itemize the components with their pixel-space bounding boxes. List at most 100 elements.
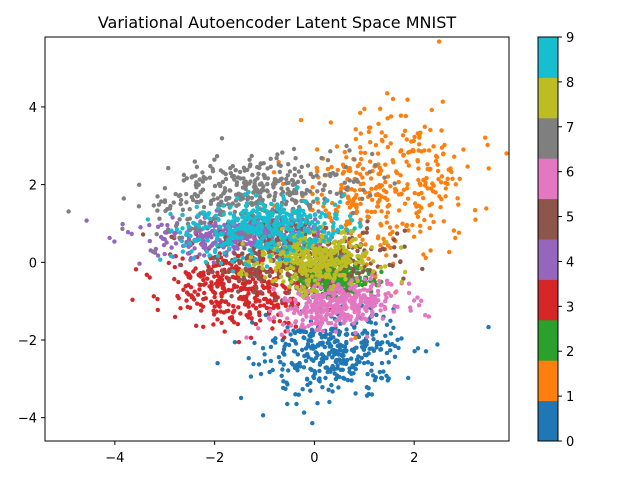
data-point — [322, 173, 328, 178]
data-point — [406, 290, 412, 296]
data-point — [362, 276, 368, 282]
data-point — [343, 248, 349, 253]
data-point — [294, 284, 300, 290]
data-point — [274, 219, 279, 224]
data-point — [248, 311, 253, 317]
data-point — [209, 300, 215, 305]
data-point — [430, 189, 436, 194]
data-point — [347, 369, 352, 375]
data-point — [379, 194, 384, 199]
data-point — [250, 303, 256, 308]
data-point — [258, 318, 263, 323]
data-point — [310, 185, 315, 190]
data-point — [227, 315, 233, 321]
data-point — [274, 283, 279, 288]
data-point — [334, 299, 340, 304]
data-point — [410, 222, 415, 228]
data-point — [211, 255, 216, 261]
data-point — [282, 344, 287, 349]
data-point — [258, 371, 264, 377]
data-point — [379, 137, 385, 143]
data-point — [383, 162, 388, 167]
colorbar-segment — [538, 360, 558, 402]
data-point — [258, 290, 263, 295]
data-point — [451, 228, 457, 233]
data-point — [251, 220, 256, 225]
data-point — [301, 335, 306, 340]
data-point — [383, 134, 388, 139]
data-point — [218, 224, 223, 229]
data-point — [247, 279, 253, 285]
data-point — [342, 180, 347, 185]
data-point — [188, 285, 194, 290]
data-point — [235, 266, 240, 271]
data-point — [313, 256, 319, 262]
data-point — [358, 224, 363, 229]
colorbar-tick-label: 6 — [566, 166, 574, 181]
data-point — [184, 298, 189, 303]
data-point — [404, 137, 409, 142]
data-point — [328, 237, 333, 242]
data-point — [339, 259, 344, 265]
data-point — [315, 200, 321, 205]
data-point — [411, 149, 416, 154]
data-point — [362, 150, 368, 156]
data-point — [230, 310, 236, 315]
data-point — [265, 209, 270, 214]
data-point — [375, 151, 381, 156]
data-point — [178, 201, 183, 207]
data-point — [324, 274, 329, 280]
data-point — [323, 375, 328, 381]
data-point — [320, 328, 326, 334]
data-point — [445, 176, 450, 181]
data-point — [277, 169, 282, 175]
data-point — [329, 254, 334, 260]
data-point — [178, 192, 183, 198]
data-point — [326, 231, 331, 236]
data-point — [333, 244, 338, 249]
plot-area: −4 −2 0 2 −4 −2 0 2 4 — [18, 36, 510, 466]
data-point — [220, 286, 226, 291]
data-point — [319, 211, 325, 216]
data-point — [352, 346, 357, 351]
data-point — [211, 322, 216, 327]
data-point — [327, 275, 333, 280]
data-point — [285, 328, 291, 334]
data-point — [335, 363, 340, 368]
data-point — [369, 272, 375, 277]
data-point — [218, 231, 224, 236]
data-point — [285, 186, 290, 192]
data-point — [347, 298, 352, 303]
data-point — [369, 209, 374, 215]
data-point — [282, 335, 287, 340]
data-point — [215, 270, 220, 275]
data-point — [166, 260, 171, 266]
x-tick-label: −2 — [205, 451, 224, 466]
data-point — [333, 287, 338, 292]
data-point — [406, 163, 411, 168]
data-point — [408, 308, 413, 313]
data-point — [247, 248, 252, 253]
data-point — [368, 320, 374, 325]
data-point — [319, 192, 324, 197]
data-point — [265, 280, 270, 286]
data-point — [354, 170, 359, 175]
data-point — [333, 213, 338, 218]
data-point — [187, 207, 192, 212]
x-tick-label: −4 — [105, 451, 124, 466]
data-point — [354, 205, 359, 210]
data-point — [253, 226, 259, 232]
data-point — [221, 212, 226, 217]
data-point — [172, 276, 177, 282]
data-point — [316, 327, 321, 333]
data-point — [312, 278, 318, 283]
data-point — [309, 314, 314, 319]
data-point — [349, 273, 354, 278]
data-point — [424, 175, 429, 181]
data-point — [232, 256, 238, 262]
data-point — [380, 316, 385, 321]
data-point — [364, 334, 370, 339]
data-point — [253, 193, 259, 198]
data-point — [176, 279, 181, 285]
data-point — [163, 208, 168, 214]
